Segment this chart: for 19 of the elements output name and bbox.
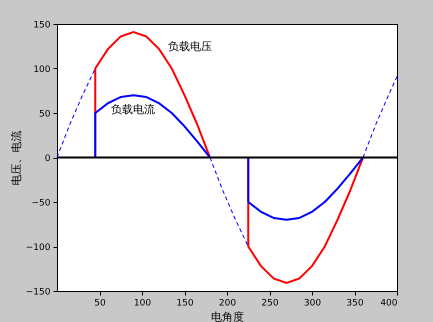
annotation: 负载电流 bbox=[111, 103, 155, 116]
x-tick-label: 150 bbox=[176, 298, 194, 308]
y-tick-label: 150 bbox=[33, 20, 51, 30]
y-tick-label: −100 bbox=[26, 243, 51, 253]
x-tick-label: 300 bbox=[304, 298, 322, 308]
y-tick-label: 0 bbox=[44, 154, 51, 164]
y-tick-label: 100 bbox=[33, 65, 51, 75]
y-tick-label: −150 bbox=[26, 288, 51, 298]
y-tick-label: 50 bbox=[39, 110, 51, 120]
y-tick-label: −50 bbox=[32, 198, 51, 208]
x-tick-label: 250 bbox=[261, 298, 279, 308]
x-tick-label: 400 bbox=[380, 298, 398, 308]
annotation: 负载电压 bbox=[168, 40, 212, 53]
x-axis-title: 电角度 bbox=[211, 310, 244, 322]
y-axis-title: 电压、电流 bbox=[10, 130, 23, 186]
x-tick-label: 200 bbox=[218, 298, 236, 308]
x-tick-label: 50 bbox=[94, 298, 106, 308]
x-tick-label: 350 bbox=[346, 298, 364, 308]
x-tick-label: 100 bbox=[134, 298, 152, 308]
